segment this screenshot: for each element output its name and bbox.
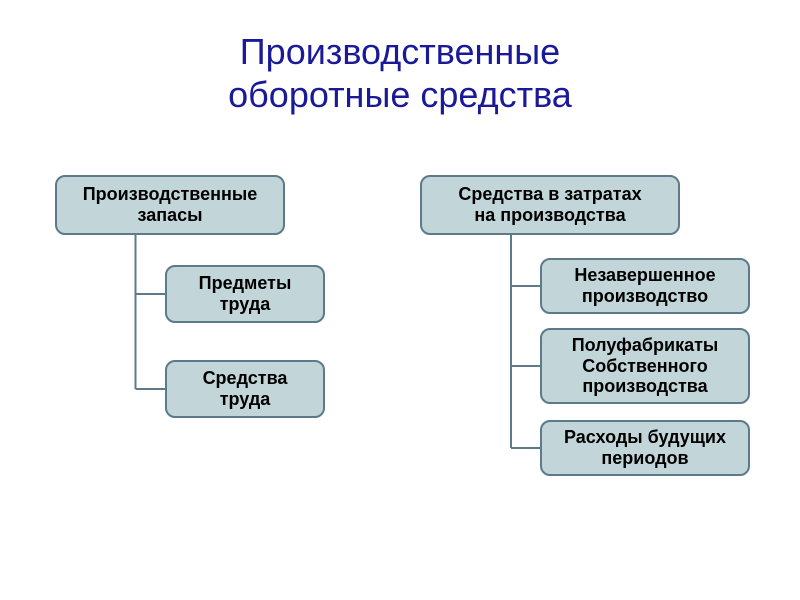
node-right-c2: Полуфабрикаты Собственного производства bbox=[540, 328, 750, 404]
page-title: Производственные оборотные средства bbox=[0, 30, 800, 116]
node-left-root: Производственные запасы bbox=[55, 175, 285, 235]
node-right-c1: Незавершенное производство bbox=[540, 258, 750, 314]
node-left-c2: Средства труда bbox=[165, 360, 325, 418]
node-left-c1: Предметы труда bbox=[165, 265, 325, 323]
node-right-c3: Расходы будущих периодов bbox=[540, 420, 750, 476]
node-right-root: Средства в затратах на производства bbox=[420, 175, 680, 235]
